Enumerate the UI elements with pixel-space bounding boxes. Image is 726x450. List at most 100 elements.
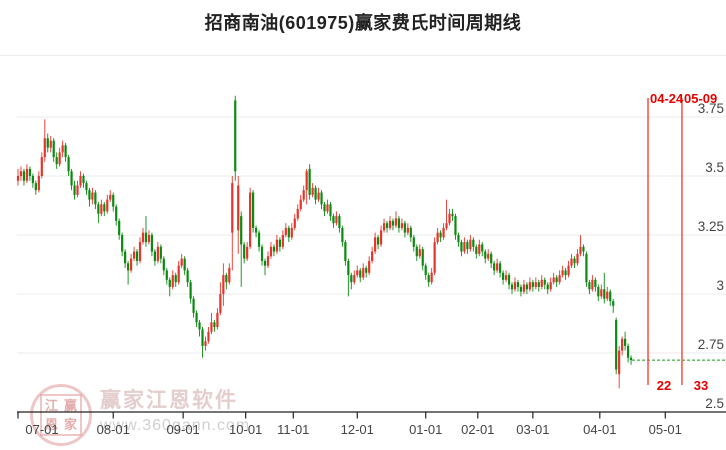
candle-body [463,242,466,252]
candle-body [216,312,219,328]
x-axis-label: 05-01 [649,422,682,437]
candle-body [150,235,154,252]
candle-body [344,242,347,261]
y-axis-label: 2.75 [698,337,724,352]
candle-body [609,291,612,302]
candle-body [293,218,296,228]
candle-body [249,192,252,247]
candle-body [445,223,448,228]
candle-body [317,192,320,200]
candle-body [397,218,401,228]
candle-body [195,312,198,323]
candle-body [198,322,201,330]
candle-body [73,185,76,195]
candle-body [412,237,415,247]
candle-body [338,216,341,228]
brand-seal-logo: 江 赢 恩 家 [30,384,92,446]
candle-body [254,227,258,233]
candle-body [124,251,127,264]
candle-body [141,232,145,243]
candle-body [260,246,264,261]
candle-body [67,157,70,172]
candle-body [52,140,55,158]
candle-body [573,258,576,264]
candle-body [147,235,151,243]
candle-body [326,204,329,212]
candle-body [374,237,377,252]
candle-body [240,216,243,245]
candle-body [201,329,204,346]
candle-body [31,176,34,184]
candle-body [332,216,335,224]
candle-body [496,263,499,271]
candle-body [382,223,386,231]
candle-body [528,282,531,290]
candle-body [567,265,570,276]
candle-body [403,223,406,233]
candle-body [222,275,225,294]
candle-body [597,286,600,297]
y-axis-label: 3 [716,278,724,293]
candle-body [558,275,561,283]
candle-body [454,216,457,235]
candle-body [165,270,168,280]
candle-body [219,294,222,313]
candle-body [591,279,594,290]
candle-body [379,230,383,245]
candle-body [350,275,353,283]
candle-body [174,275,177,283]
candle-body [135,251,139,261]
candle-body [183,258,186,271]
candle-body [341,227,344,243]
x-axis-label: 02-01 [461,422,494,437]
candle-body [493,263,496,271]
candle-body [504,275,508,280]
candle-body [272,246,276,252]
y-axis-label: 3.75 [698,101,724,116]
candle-body [320,192,323,205]
candle-body [290,227,293,238]
candle-body [64,145,67,158]
candle-body [168,279,171,287]
candle-body [365,268,368,273]
candle-body [49,140,52,148]
candle-body [561,270,564,276]
candle-body [61,145,64,153]
candle-body [510,284,514,290]
candle-body [499,263,502,273]
candle-body [430,272,433,283]
candle-body [335,216,338,224]
candle-body [478,244,481,254]
candle-body [296,209,299,219]
x-axis-label: 10-01 [229,422,262,437]
candle-body [180,258,183,266]
watermark-url-text: www.360gann.com [100,417,251,434]
candle-body [275,239,279,252]
candle-body [546,284,549,290]
candle-body [225,275,228,283]
candle-body [522,284,526,292]
candle-body [585,253,588,283]
candle-body [570,258,573,266]
candle-body [436,232,439,243]
candle-body [531,282,534,287]
candle-body [606,291,609,299]
candle-body [46,138,49,148]
x-axis-label: 09-01 [167,422,200,437]
x-axis-label: 11-01 [277,422,309,437]
candle-body [204,341,207,346]
candle-body [481,244,484,252]
chart-title: 招商南油(601975)赢家费氏时间周期线 [204,13,522,33]
candle-body [460,242,463,252]
candle-body [70,171,73,186]
fib-time-line-count-2: 33 [693,378,709,393]
watermark: 江 赢 恩 家 赢家江恩软件 www.360gann.com [30,384,250,446]
candle-body [210,322,213,332]
candle-body [329,204,332,217]
candle-body [25,168,29,181]
candle-body [582,246,585,252]
seal-char: 恩 [44,417,58,432]
candle-body [138,242,142,261]
candle-body [385,223,389,228]
